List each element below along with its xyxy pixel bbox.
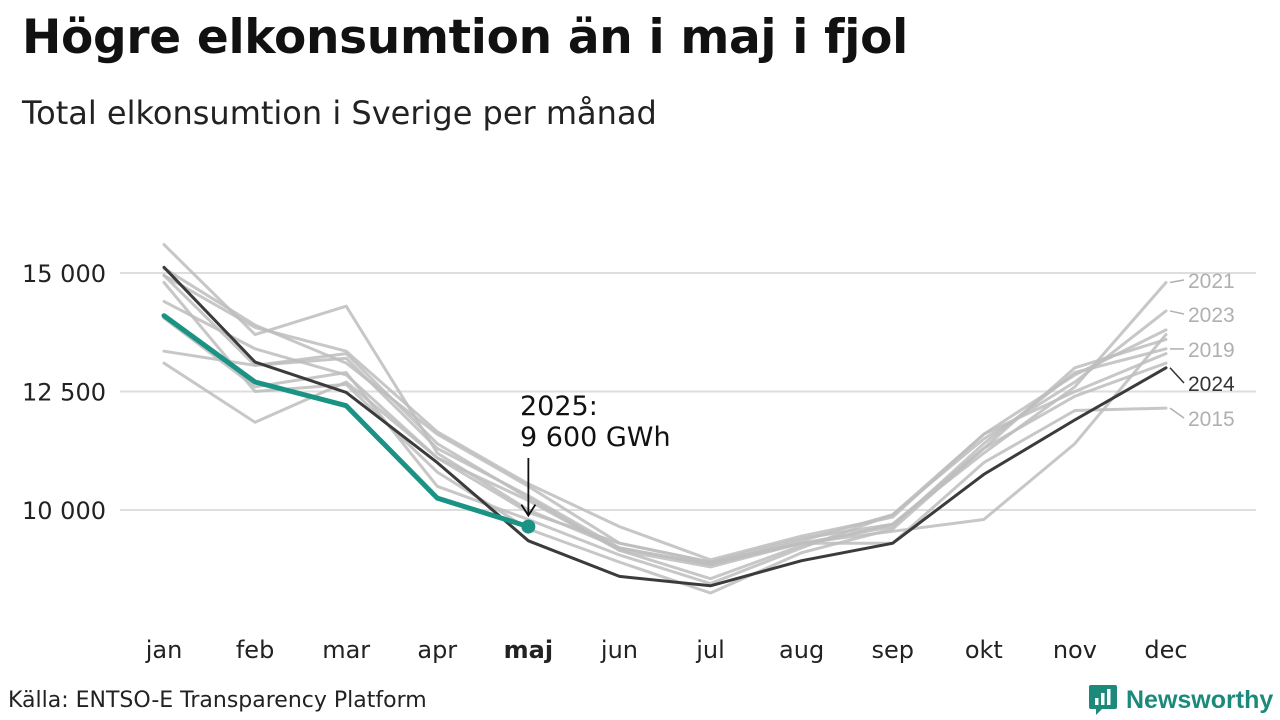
x-tick-label: mar xyxy=(322,636,370,664)
brand-logo[interactable]: Newsworthy xyxy=(1088,683,1273,717)
end-label-2024: 2024 xyxy=(1188,373,1235,396)
x-tick-label: sep xyxy=(871,636,914,664)
end-labels: 2021 2023 2019 2024 2015 xyxy=(1169,270,1235,431)
series-line-unlabeled xyxy=(162,243,1168,566)
series-line-unlabeled xyxy=(162,316,1168,585)
end-label-2023: 2023 xyxy=(1188,304,1235,327)
end-label-leader xyxy=(1169,407,1185,419)
end-label-2015: 2015 xyxy=(1188,408,1235,431)
end-label-leader xyxy=(1169,279,1185,284)
series-line-2019 xyxy=(162,299,1168,569)
highlight-line-group xyxy=(161,313,536,534)
series-line-2015 xyxy=(162,361,1168,564)
annotation-year: 2025: xyxy=(520,391,598,422)
series-line-2025 xyxy=(161,313,531,530)
end-label-leader xyxy=(1169,367,1185,384)
end-label-2019: 2019 xyxy=(1188,339,1235,362)
x-tick-labels: jan feb mar apr maj jun jul aug sep okt nov dec xyxy=(145,636,1188,664)
annotation-arrow-head xyxy=(520,504,537,518)
other-year-lines xyxy=(162,243,1168,595)
chart-subtitle: Total elkonsumtion i Sverige per månad xyxy=(22,94,657,132)
series-line-2024 xyxy=(162,265,1168,588)
series-line-unlabeled xyxy=(162,273,1168,562)
series-line-unlabeled xyxy=(162,337,1168,581)
y-tick-label: 10 000 xyxy=(22,497,106,525)
x-tick-label: nov xyxy=(1053,636,1097,664)
x-tick-label: maj xyxy=(504,636,553,664)
x-tick-label: aug xyxy=(779,636,824,664)
y-tick-label: 12 500 xyxy=(22,379,106,407)
annotation-value: 9 600 GWh xyxy=(520,422,671,453)
y-tick-labels: 10 000 12 500 15 000 xyxy=(22,260,106,525)
source-note: Källa: ENTSO-E Transparency Platform xyxy=(8,688,427,713)
x-tick-label: feb xyxy=(236,636,274,664)
annotation: 2025:9 600 GWh xyxy=(520,391,671,518)
series-line-unlabeled xyxy=(162,281,1168,595)
x-tick-label: okt xyxy=(965,636,1003,664)
brand-name: Newsworthy xyxy=(1126,685,1274,714)
x-tick-label: jul xyxy=(695,636,725,664)
highlight-end-point xyxy=(521,519,536,534)
previous-year-line-group xyxy=(162,265,1168,588)
chart-title: Högre elkonsumtion än i maj i fjol xyxy=(22,10,908,65)
x-tick-label: apr xyxy=(417,636,457,664)
x-tick-label: jan xyxy=(145,636,183,664)
y-tick-label: 15 000 xyxy=(22,260,106,288)
end-label-2021: 2021 xyxy=(1188,270,1235,293)
x-tick-label: dec xyxy=(1144,636,1187,664)
x-tick-label: jun xyxy=(600,636,638,664)
newsworthy-logo-icon xyxy=(1089,685,1117,715)
end-label-leader xyxy=(1169,310,1185,315)
